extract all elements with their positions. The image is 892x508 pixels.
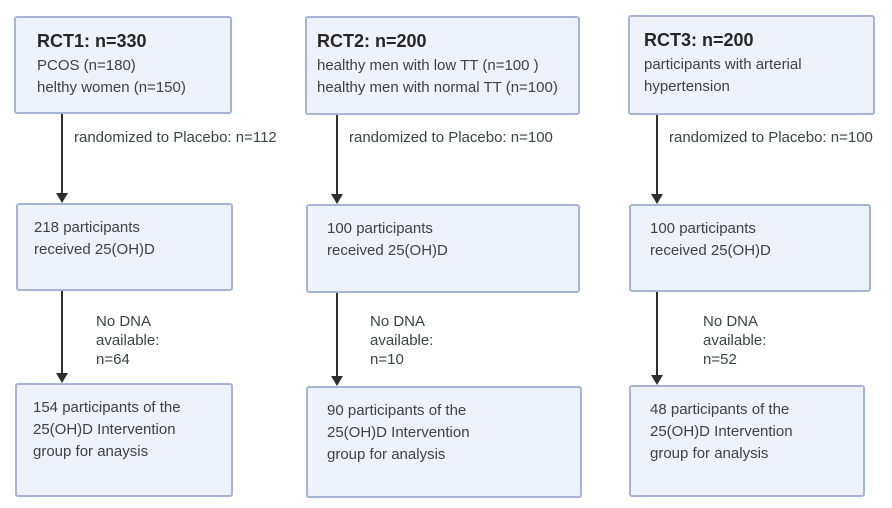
arrow-shaft [656, 292, 658, 376]
arrow-head-down-icon [331, 194, 343, 204]
rct2-no-dna-label: No DNA available: n=10 [370, 313, 434, 368]
rct1-analysis-text: 154 participants of the 25(OH)D Interven… [33, 399, 181, 460]
rct2-analysis-text: 90 participants of the 25(OH)D Intervent… [327, 402, 470, 463]
rct1-received-box: 218 participants received 25(OH)D [16, 203, 233, 291]
arrow-shaft [61, 291, 63, 374]
arrow-shaft [61, 114, 63, 194]
rct3-analysis-text: 48 participants of the 25(OH)D Intervent… [650, 401, 793, 462]
rct1-randomized-label: randomized to Placebo: n=112 [74, 129, 277, 146]
rct3-no-dna-label: No DNA available: n=52 [703, 313, 767, 368]
arrow-shaft [336, 293, 338, 377]
rct2-enrollment-body: healthy men with low TT (n=100 ) healthy… [317, 57, 558, 96]
rct2-enrollment-title: RCT2: n=200 [317, 31, 427, 51]
rct3-enrollment-title: RCT3: n=200 [644, 30, 754, 50]
rct3-arrow-to-received [651, 115, 663, 204]
rct1-no-dna-label: No DNA available: n=64 [96, 313, 160, 368]
rct2-randomized-label: randomized to Placebo: n=100 [349, 129, 553, 146]
rct3-enrollment-box: RCT3: n=200 participants with arterial h… [628, 15, 875, 115]
arrow-shaft [656, 115, 658, 195]
rct1-enrollment-box: RCT1: n=330 PCOS (n=180) helthy women (n… [14, 16, 232, 114]
arrow-head-down-icon [651, 375, 663, 385]
rct2-arrow-to-analysis [331, 293, 343, 386]
arrow-head-down-icon [651, 194, 663, 204]
rct2-analysis-box: 90 participants of the 25(OH)D Intervent… [306, 386, 582, 498]
arrow-head-down-icon [56, 193, 68, 203]
rct3-arrow-to-analysis [651, 292, 663, 385]
rct2-enrollment-box: RCT2: n=200 healthy men with low TT (n=1… [305, 16, 580, 115]
rct3-analysis-box: 48 participants of the 25(OH)D Intervent… [629, 385, 865, 497]
arrow-head-down-icon [56, 373, 68, 383]
rct1-arrow-to-received [56, 114, 68, 203]
rct3-received-text: 100 participants received 25(OH)D [650, 220, 771, 259]
rct2-received-box: 100 participants received 25(OH)D [306, 204, 580, 293]
rct1-enrollment-title: RCT1: n=330 [37, 31, 147, 51]
arrow-shaft [336, 115, 338, 195]
rct1-arrow-to-analysis [56, 291, 68, 383]
arrow-head-down-icon [331, 376, 343, 386]
rct2-received-text: 100 participants received 25(OH)D [327, 220, 448, 259]
rct3-randomized-label: randomized to Placebo: n=100 [669, 129, 873, 146]
rct3-enrollment-body: participants with arterial hypertension [644, 56, 802, 95]
rct3-received-box: 100 participants received 25(OH)D [629, 204, 871, 292]
rct1-analysis-box: 154 participants of the 25(OH)D Interven… [15, 383, 233, 497]
rct2-arrow-to-received [331, 115, 343, 204]
rct1-enrollment-body: PCOS (n=180) helthy women (n=150) [37, 57, 186, 96]
rct1-received-text: 218 participants received 25(OH)D [34, 219, 155, 258]
